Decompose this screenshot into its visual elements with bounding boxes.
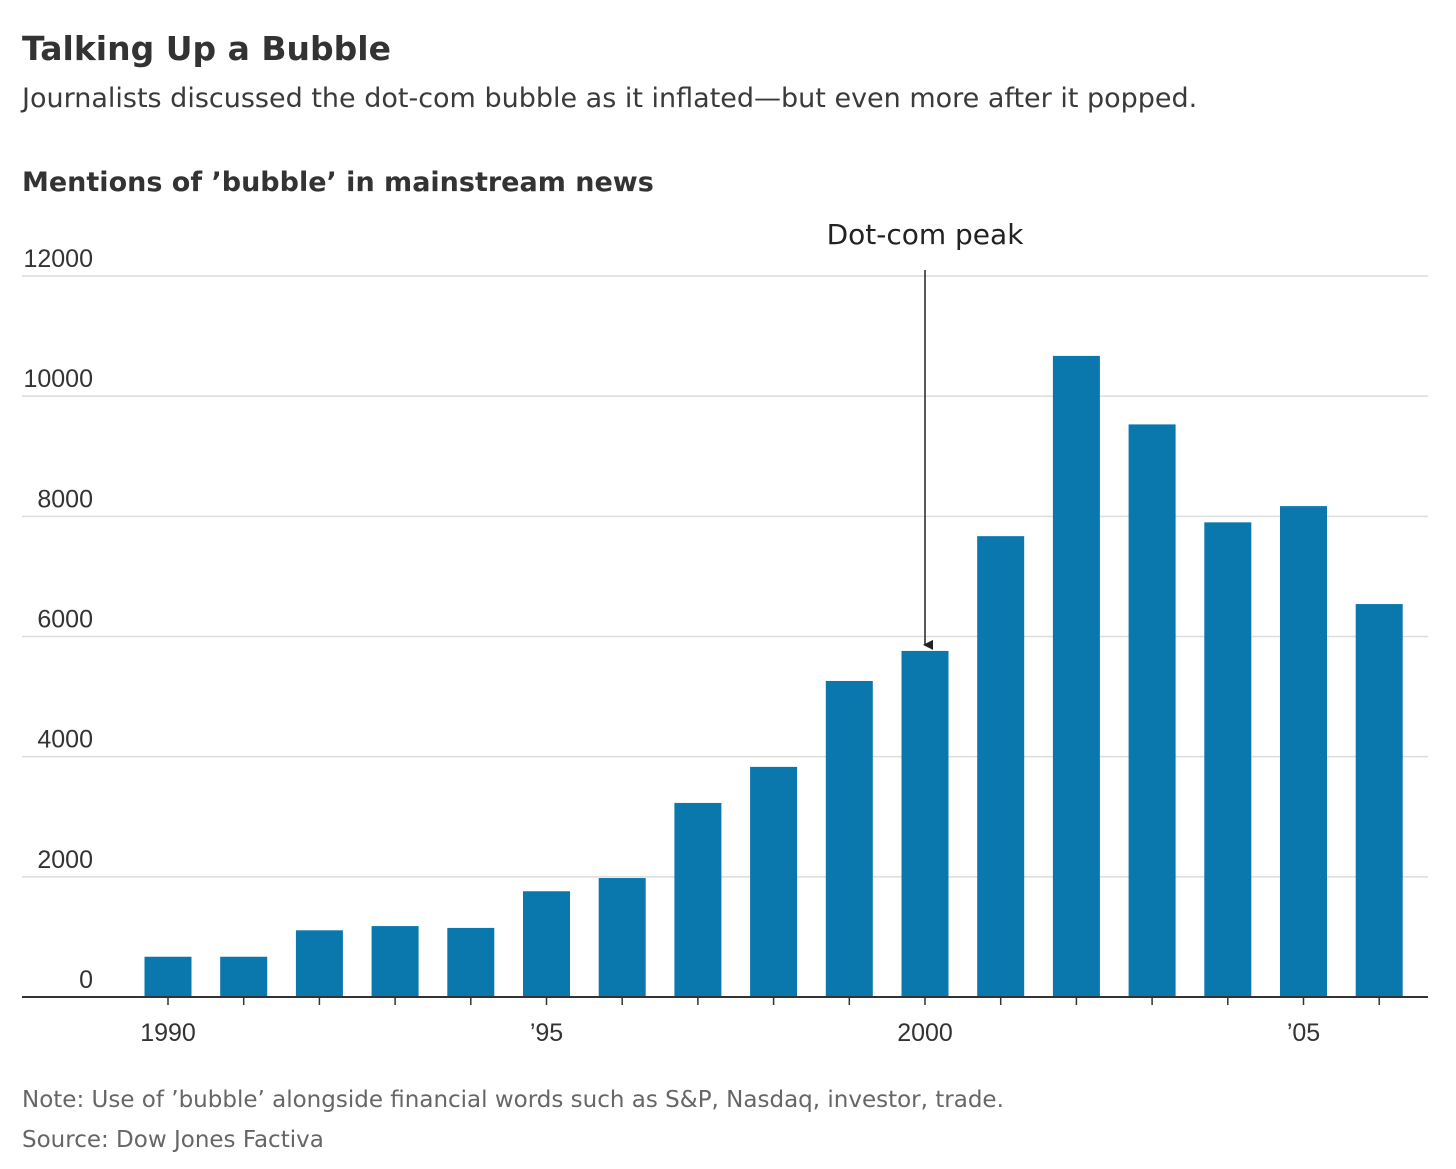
bar [901, 650, 949, 997]
bar [1280, 506, 1327, 997]
x-tick-label: 1990 [140, 1019, 196, 1047]
bar [750, 766, 798, 997]
bar [977, 536, 1025, 997]
y-tick-label: 4000 [37, 726, 93, 754]
y-tick-label: 6000 [37, 606, 93, 634]
bar [674, 802, 722, 997]
bar [523, 891, 570, 997]
y-tick-label: 2000 [37, 846, 93, 874]
title: Talking Up a Bubble [22, 29, 391, 68]
subtitle: Journalists discussed the dot-com bubble… [20, 83, 1197, 114]
bar [1355, 604, 1403, 997]
note: Note: Use of ’bubble’ alongside financia… [22, 1087, 1004, 1113]
bar [1128, 424, 1176, 997]
bar [295, 930, 343, 997]
x-tick-label: ’95 [530, 1019, 563, 1047]
bar [144, 956, 192, 997]
y-tick-label: 12000 [23, 245, 93, 273]
bar [447, 927, 495, 997]
x-tick-label: 2000 [897, 1019, 953, 1047]
chart-title: Mentions of ’bubble’ in mainstream news [22, 167, 654, 198]
annotation: Dot-com peak [827, 218, 1025, 251]
bar [1052, 355, 1100, 997]
y-tick-label: 0 [79, 966, 93, 994]
bar [371, 926, 419, 997]
bar [1204, 522, 1252, 997]
x-tick-label: ’05 [1287, 1019, 1320, 1047]
y-tick-label: 8000 [37, 485, 93, 513]
bar [598, 878, 646, 997]
source: Source: Dow Jones Factiva [22, 1127, 324, 1153]
y-tick-label: 10000 [23, 365, 93, 393]
bar [220, 956, 268, 997]
bar [825, 680, 873, 997]
